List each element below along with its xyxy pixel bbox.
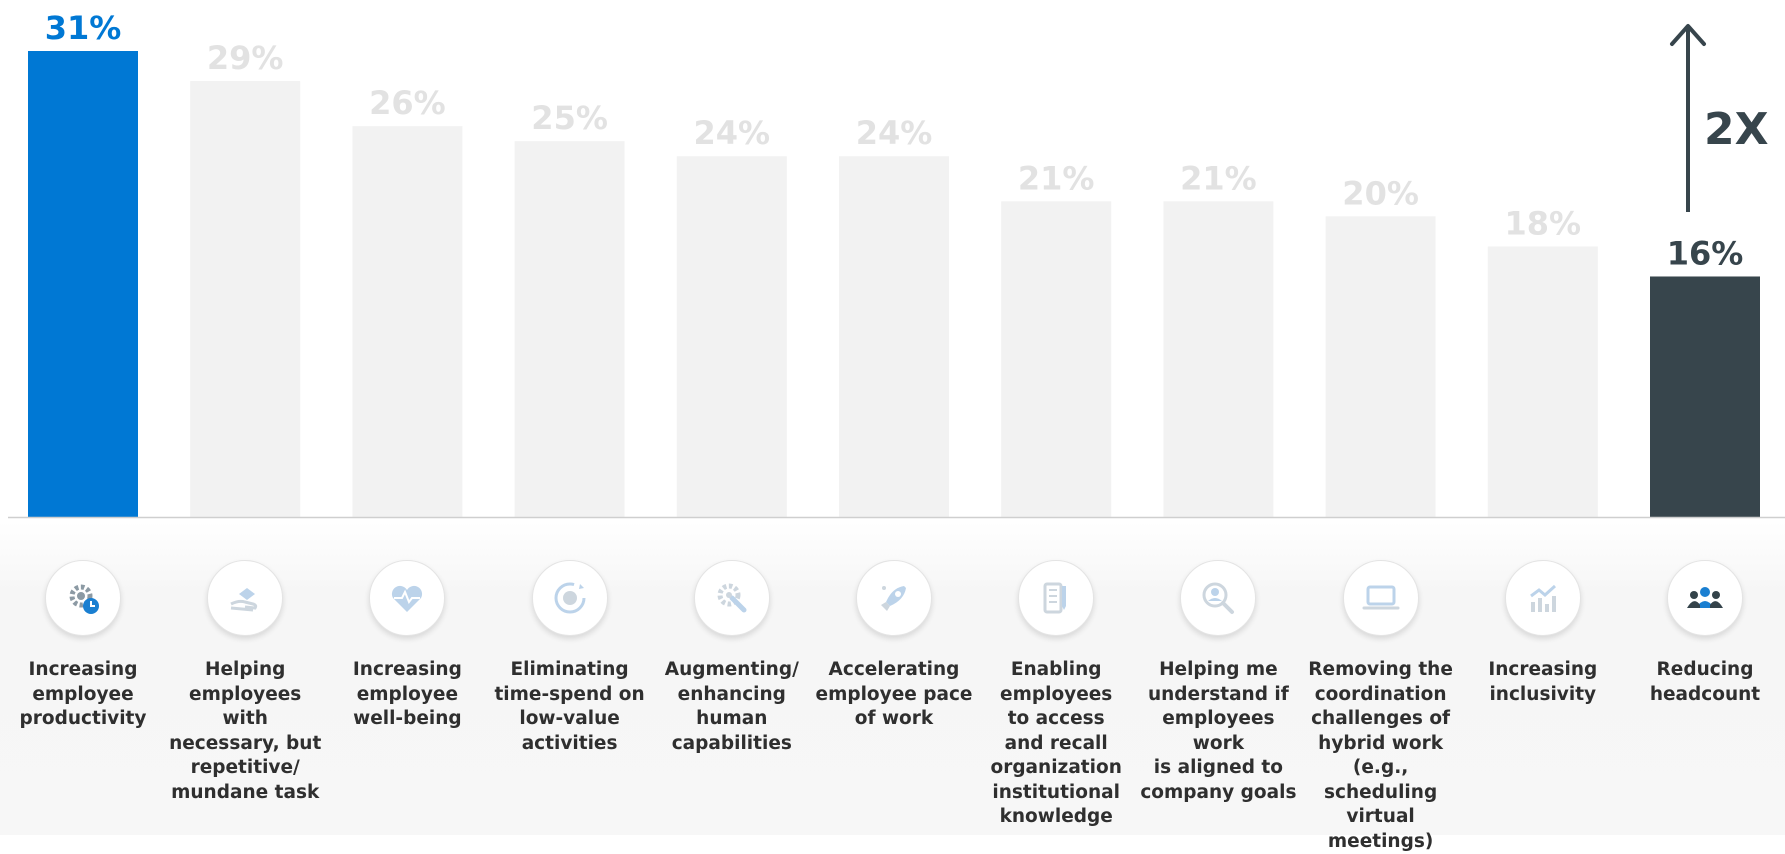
value-label-4: 24% [694, 114, 771, 152]
bar-4 [676, 156, 787, 517]
category-item: Removing the coordination challenges of … [1302, 560, 1460, 854]
value-label-6: 21% [1018, 159, 1095, 197]
notebook-pen-icon [1018, 560, 1095, 636]
bar-7 [1163, 201, 1274, 518]
person-search-icon [1180, 560, 1257, 636]
category-label-0: Increasing employee productivity [19, 659, 147, 729]
bar-6 [1001, 201, 1112, 518]
category-item: Increasing employee productivity [4, 560, 162, 732]
category-item: Reducing headcount [1626, 560, 1784, 707]
category-item: Increasing employee well-being [328, 560, 486, 732]
bar-2 [352, 126, 463, 518]
arrow-head [1670, 24, 1706, 46]
category-item: Augmenting/ enhancing human capabilities [653, 560, 811, 756]
rocket-icon [856, 560, 932, 636]
value-label-0: 31% [45, 9, 122, 47]
value-label-8: 20% [1342, 174, 1419, 212]
category-label-5: Accelerating employee pace of work [815, 659, 973, 729]
category-item: Enabling employees to access and recall … [977, 560, 1135, 830]
bar-0 [28, 51, 138, 517]
category-item: Helping employees with necessary, but re… [166, 560, 324, 805]
category-label-6: Enabling employees to access and recall … [990, 659, 1122, 827]
bar-9 [1487, 246, 1598, 517]
category-label-4: Augmenting/ enhancing human capabilities [664, 659, 799, 754]
callout-2x: 2X [1704, 104, 1769, 155]
value-label-3: 25% [531, 99, 608, 137]
heart-pulse-icon [369, 560, 446, 636]
value-label-10: 16% [1667, 234, 1744, 272]
value-label-1: 29% [207, 39, 284, 77]
hand-helping-icon [207, 560, 284, 636]
bar-chart: 31% 29% 26% 25% 24% 24% 21% 21% 20% 18% 16% [8, 9, 1785, 519]
bar-10 [1650, 276, 1760, 517]
value-label-7: 21% [1180, 159, 1257, 197]
gear-clock-icon [45, 560, 121, 636]
category-label-1: Helping employees with necessary, but re… [169, 659, 322, 803]
category-label-10: Reducing headcount [1649, 659, 1761, 705]
category-label-8: Removing the coordination challenges of … [1308, 659, 1453, 852]
category-item: Increasing inclusivity [1464, 560, 1622, 707]
category-item: Eliminating time-spend on low-value acti… [491, 560, 649, 756]
bar-chart-trend-icon [1504, 560, 1581, 636]
value-label-5: 24% [856, 114, 933, 152]
category-label-7: Helping me understand if employees work … [1140, 659, 1297, 803]
bar-3 [514, 141, 625, 517]
category-label-2: Increasing employee well-being [352, 659, 462, 729]
category-item: Accelerating employee pace of work [815, 560, 973, 732]
laptop-icon [1342, 560, 1419, 636]
people-group-icon [1667, 560, 1743, 636]
category-item: Helping me understand if employees work … [1139, 560, 1297, 805]
bar-8 [1325, 216, 1436, 517]
category-label-9: Increasing inclusivity [1488, 659, 1598, 705]
category-label-3: Eliminating time-spend on low-value acti… [494, 659, 645, 754]
bar-5 [839, 156, 949, 517]
bar-1 [190, 81, 301, 517]
gear-wrench-icon [693, 560, 770, 636]
cycle-gear-icon [531, 560, 608, 636]
value-label-2: 26% [369, 84, 446, 122]
value-label-9: 18% [1505, 204, 1582, 242]
